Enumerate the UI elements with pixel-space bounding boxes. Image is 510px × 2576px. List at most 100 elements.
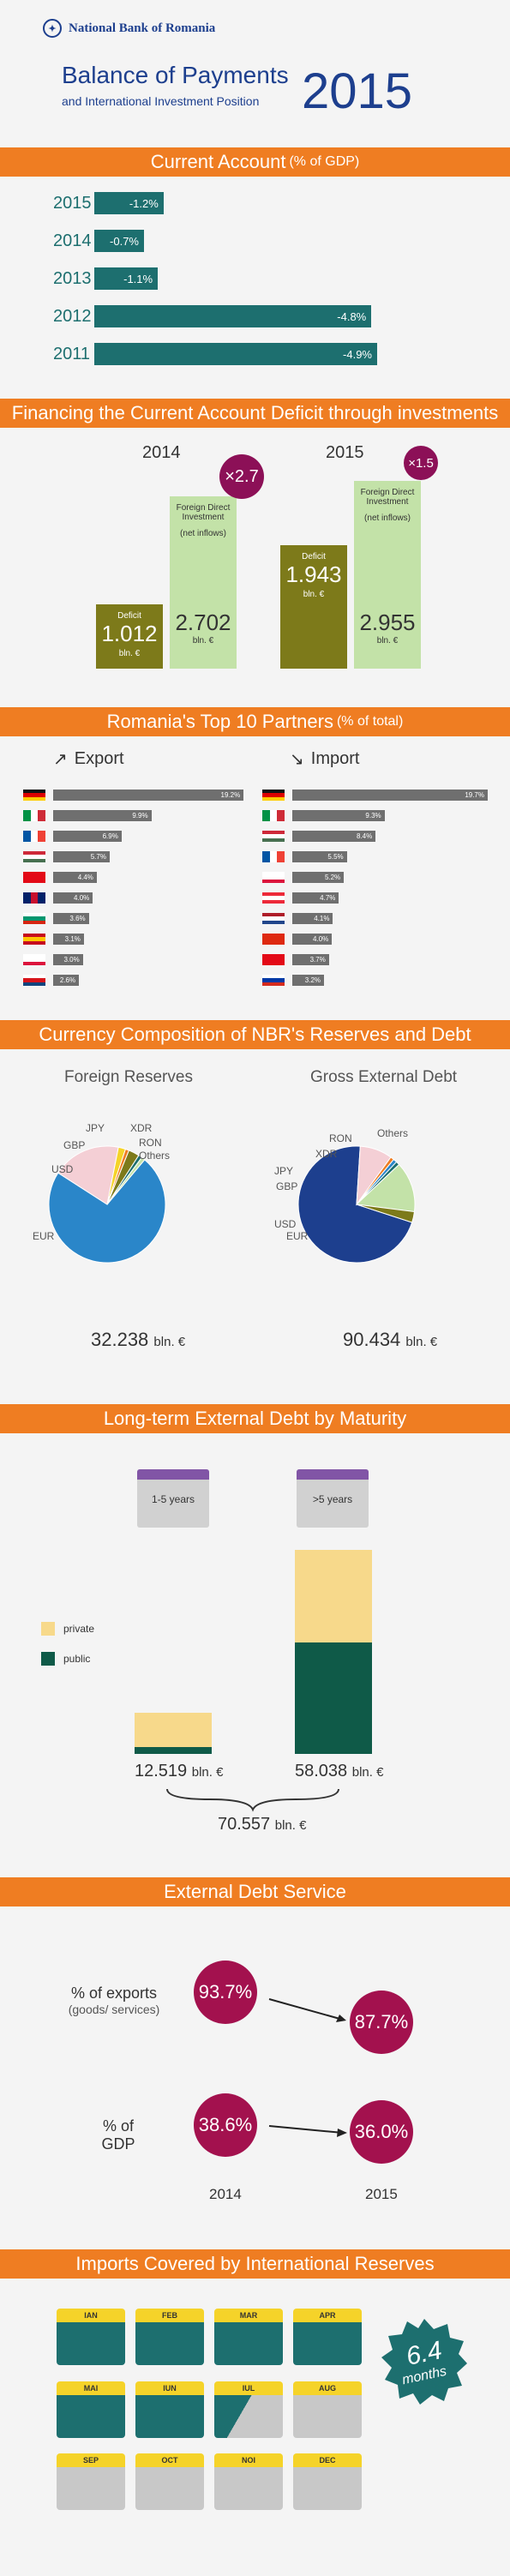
pie-label: GBP [63,1139,85,1151]
month-body [57,2322,125,2365]
gdp-2015-circle: 36.0% [350,2100,413,2164]
partner-bar: 8.4% [292,831,376,842]
gdp-2014-circle: 38.6% [194,2093,257,2157]
month-body [293,2395,362,2438]
short-public-bar [135,1747,212,1754]
long-label: >5 years [312,1493,353,1505]
debt-total-value: 90.434 [343,1329,401,1350]
month-calendar: APR [293,2309,362,2365]
month-calendar: MAR [214,2309,283,2365]
month-calendar: MAI [57,2381,125,2438]
year-2014: 2014 [209,2186,242,2202]
bank-logo: ✦ National Bank of Romania [43,19,215,38]
partner-bar: 4.0% [53,892,93,904]
grand-total-value: 70.557 [218,1815,271,1834]
pie-slice-others [356,1204,416,1223]
pie-slice-others [106,1156,146,1205]
fdi-spacer [354,523,421,609]
exports-sub-text: (goods/ services) [68,2003,160,2016]
legend-public-swatch [41,1652,55,1666]
flag-icon [23,851,45,862]
month-calendar: DEC [293,2453,362,2510]
month-label: IUN [135,2381,204,2395]
deficit-bar: Deficit 1.012 bln. € [96,603,163,669]
pie-label: GBP [276,1180,297,1192]
flag-icon [262,790,285,801]
fdi-unit: bln. € [192,635,214,646]
partner-bar: 3.6% [53,913,89,924]
fdi-bar: Foreign Direct Investment (net inflows) 2.… [170,496,237,669]
partner-bar: 3.0% [53,954,83,965]
month-label: NOI [214,2453,283,2467]
partner-bar: 5.2% [292,872,345,883]
short-label: 1-5 years [151,1493,195,1505]
deficit-bar: Deficit 1.943 bln. € [280,544,347,669]
month-calendar: IAN [57,2309,125,2365]
long-total: 58.038 bln. € [295,1762,383,1781]
months-badge: 6.4 months [381,2319,467,2405]
fdi-sub: (net inflows) [180,529,226,539]
partner-bar: 6.9% [53,831,122,842]
ratio-badge: ×1.5 [404,446,438,480]
fdi-value: 2.955 [359,609,416,635]
month-calendar: IUL [214,2381,283,2438]
month-body [214,2322,283,2365]
calendar-short-icon: 1-5 years [137,1469,209,1528]
partner-bar: 2.6% [53,975,80,986]
pie-label: RON [329,1132,352,1144]
band-unit: (% of total) [336,714,404,729]
partner-bar: 5.5% [292,851,347,862]
page-title: Balance of Payments [62,62,289,88]
deficit-value: 1.943 [285,561,342,587]
pie-slice-usd [57,1145,119,1205]
partner-bar: 19.2% [53,790,244,801]
month-body [57,2467,125,2510]
gdp-label: % of GDP [101,2117,135,2153]
month-calendar: SEP [57,2453,125,2510]
legend-public-label: public [63,1653,91,1665]
pie-label: XDR [315,1148,338,1160]
pie-label: JPY [86,1122,105,1134]
partners-band: Romania's Top 10 Partners (% of total) [0,707,510,736]
bank-name: National Bank of Romania [69,21,216,35]
page-year: 2015 [302,63,413,119]
legend-public: public [41,1652,90,1666]
exports-label-text: % of exports [70,1985,158,2002]
ca-bar: -4.8% [94,305,372,327]
partner-bar: 4.1% [292,913,333,924]
partner-bar: 4.0% [292,934,333,945]
flag-icon [23,954,45,965]
gdp-arrow-icon [268,2125,347,2137]
reserves-total-unit: bln. € [153,1335,186,1349]
ca-year-label: 2011 [53,345,91,363]
ca-bar: -0.7% [94,230,144,252]
debt-total-unit: bln. € [405,1335,438,1349]
flag-icon [23,975,45,986]
calendar-long-icon: >5 years [297,1469,369,1528]
month-label: SEP [57,2453,125,2467]
fdi-bar: Foreign Direct Investment (net inflows) 2.… [354,480,421,669]
exports-arrow-icon [268,1998,346,2022]
fdi-spacer [170,538,237,609]
band-title: External Debt Service [164,1881,346,1902]
ratio-badge: ×2.7 [219,454,264,499]
ca-bar: -1.1% [94,267,159,290]
month-label: IAN [57,2309,125,2322]
imports-band: Imports Covered by International Reserve… [0,2249,510,2279]
month-label: DEC [293,2453,362,2467]
flag-icon [262,872,285,883]
fdi-label: Foreign Direct Investment [360,487,415,507]
flag-icon [23,913,45,924]
partner-bar: 5.7% [53,851,110,862]
band-title: Long-term External Debt by Maturity [103,1408,407,1429]
pie-label: USD [51,1163,74,1175]
long-total-unit: bln. € [351,1765,384,1780]
pie-label: Others [139,1150,170,1162]
debt-total: 90.434 bln. € [343,1329,437,1351]
flag-icon [262,913,285,924]
flag-icon [262,892,285,904]
band-title: Romania's Top 10 Partners [106,711,333,732]
short-total-unit: bln. € [191,1765,224,1780]
current-account-band: Current Account (% of GDP) [0,147,510,177]
band-title: Current Account [150,151,286,172]
